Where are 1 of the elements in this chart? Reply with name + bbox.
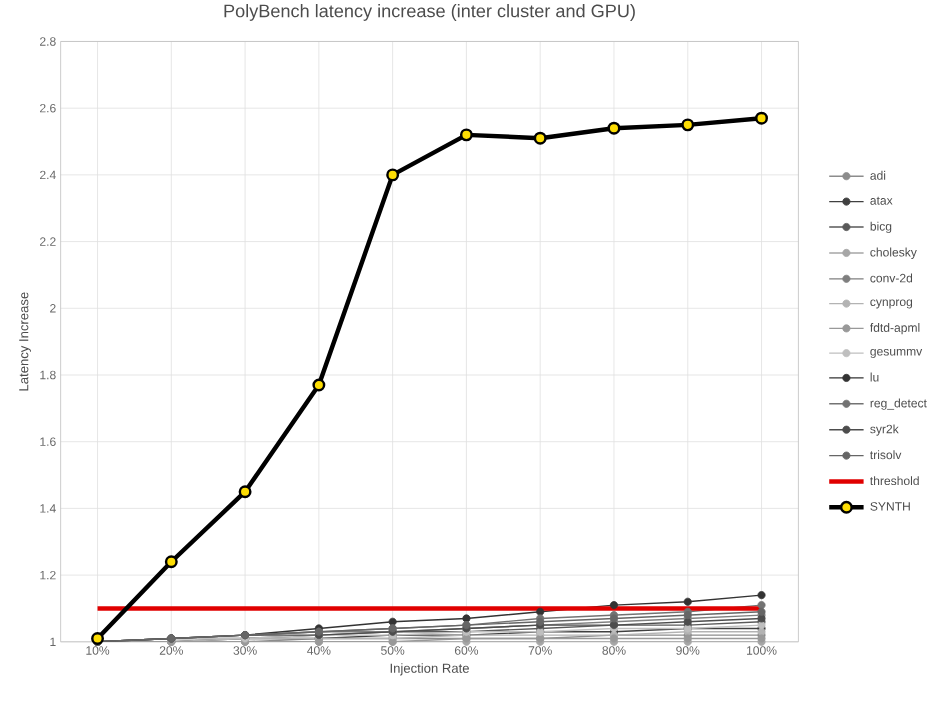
- chart-title: PolyBench latency increase (inter cluster and GPU): [224, 3, 635, 21]
